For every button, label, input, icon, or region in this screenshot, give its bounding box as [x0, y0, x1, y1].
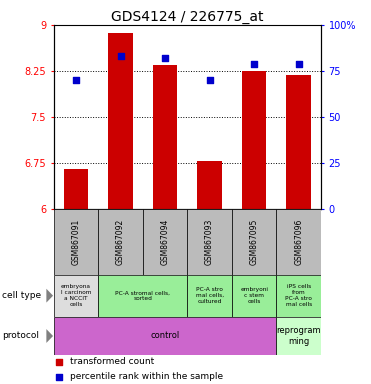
Bar [276, 275, 321, 317]
Bar [54, 317, 276, 355]
Text: GSM867093: GSM867093 [205, 219, 214, 265]
Bar [276, 317, 321, 355]
Bar [143, 209, 187, 275]
Text: transformed count: transformed count [70, 358, 154, 366]
Title: GDS4124 / 226775_at: GDS4124 / 226775_at [111, 10, 264, 24]
Text: iPS cells
from
PC-A stro
mal cells: iPS cells from PC-A stro mal cells [285, 285, 312, 307]
Point [162, 55, 168, 61]
Text: cell type: cell type [2, 291, 41, 300]
Text: control: control [151, 331, 180, 341]
Text: embryoni
c stem
cells: embryoni c stem cells [240, 287, 268, 304]
Bar [187, 209, 232, 275]
Point [56, 374, 62, 380]
Text: PC-A stro
mal cells,
cultured: PC-A stro mal cells, cultured [196, 287, 224, 304]
Text: GSM867095: GSM867095 [250, 219, 259, 265]
Text: percentile rank within the sample: percentile rank within the sample [70, 372, 223, 381]
Point [207, 77, 213, 83]
Text: GSM867094: GSM867094 [161, 219, 170, 265]
Text: GSM867096: GSM867096 [294, 219, 303, 265]
Point [73, 77, 79, 83]
Bar [232, 209, 276, 275]
Text: PC-A stromal cells,
sorted: PC-A stromal cells, sorted [115, 290, 170, 301]
Text: reprogram
ming: reprogram ming [276, 326, 321, 346]
Point [296, 61, 302, 67]
Text: embryona
l carcinom
a NCCIT
cells: embryona l carcinom a NCCIT cells [61, 285, 91, 307]
Bar [286, 75, 311, 209]
Polygon shape [46, 289, 53, 303]
Bar [242, 71, 266, 209]
Bar [98, 275, 187, 317]
Bar [108, 33, 133, 209]
Bar [197, 161, 222, 209]
Text: GSM867092: GSM867092 [116, 219, 125, 265]
Bar [187, 275, 232, 317]
Bar [64, 169, 88, 209]
Text: protocol: protocol [2, 331, 39, 341]
Point [251, 61, 257, 67]
Point [56, 359, 62, 365]
Polygon shape [46, 329, 53, 343]
Bar [98, 209, 143, 275]
Bar [232, 275, 276, 317]
Bar [276, 209, 321, 275]
Bar [54, 275, 98, 317]
Text: GSM867091: GSM867091 [72, 219, 81, 265]
Bar [54, 209, 98, 275]
Bar [153, 65, 177, 209]
Point [118, 53, 124, 60]
